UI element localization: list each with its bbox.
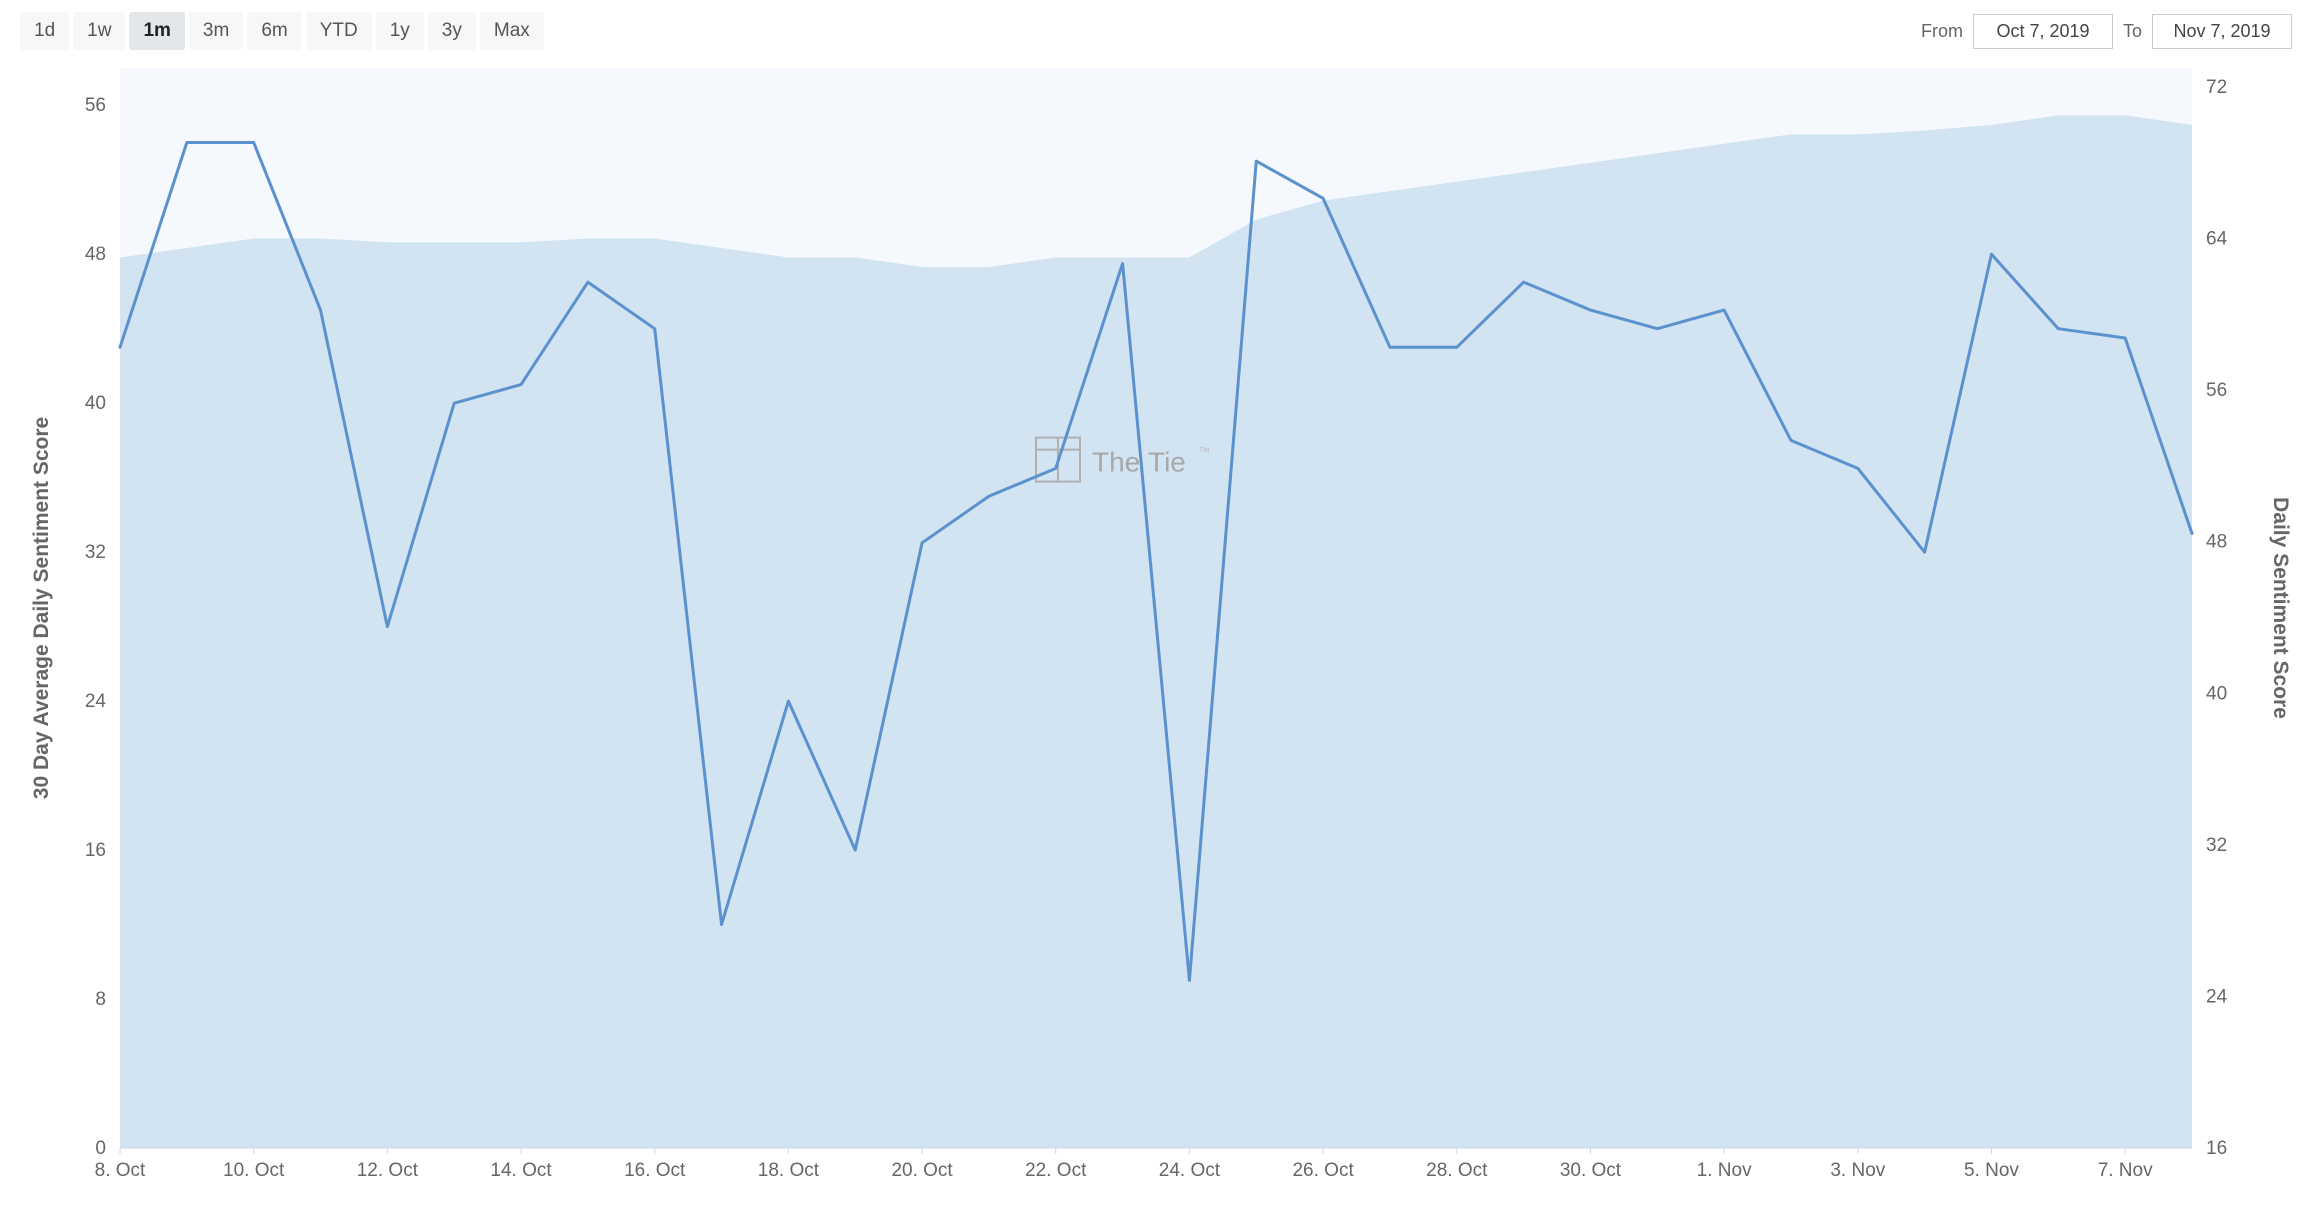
range-ytd[interactable]: YTD (306, 12, 372, 50)
range-3m[interactable]: 3m (189, 12, 243, 50)
svg-text:30. Oct: 30. Oct (1560, 1160, 1622, 1181)
from-date-input[interactable]: Oct 7, 2019 (1973, 14, 2113, 49)
chart-toolbar: 1d1w1m3m6mYTD1y3yMax From Oct 7, 2019 To… (20, 12, 2292, 50)
range-max[interactable]: Max (480, 12, 544, 50)
svg-text:10. Oct: 10. Oct (223, 1160, 285, 1181)
date-range-picker: From Oct 7, 2019 To Nov 7, 2019 (1921, 14, 2292, 49)
from-label: From (1921, 21, 1963, 42)
range-6m[interactable]: 6m (247, 12, 301, 50)
range-1d[interactable]: 1d (20, 12, 69, 50)
svg-text:16: 16 (85, 840, 106, 861)
svg-text:The: The (1092, 447, 1140, 478)
svg-text:48: 48 (2206, 532, 2227, 553)
range-1m[interactable]: 1m (129, 12, 184, 50)
svg-text:8. Oct: 8. Oct (95, 1160, 146, 1181)
svg-text:40: 40 (2206, 683, 2227, 704)
svg-text:0: 0 (95, 1138, 106, 1159)
svg-text:3. Nov: 3. Nov (1830, 1160, 1885, 1181)
svg-text:64: 64 (2206, 229, 2228, 250)
svg-text:32: 32 (2206, 835, 2227, 856)
svg-text:32: 32 (85, 542, 106, 563)
svg-text:Daily Sentiment Score: Daily Sentiment Score (2269, 497, 2292, 719)
svg-text:Tie: Tie (1148, 447, 1186, 478)
svg-text:™: ™ (1198, 445, 1210, 459)
svg-text:16: 16 (2206, 1138, 2227, 1159)
svg-text:56: 56 (2206, 380, 2227, 401)
range-3y[interactable]: 3y (428, 12, 476, 50)
svg-text:14. Oct: 14. Oct (490, 1160, 552, 1181)
to-date-input[interactable]: Nov 7, 2019 (2152, 14, 2292, 49)
range-1y[interactable]: 1y (376, 12, 424, 50)
svg-text:22. Oct: 22. Oct (1025, 1160, 1087, 1181)
sentiment-chart: 0 8 16 24 32 40 48 56 16 24 32 40 48 56 64 72 8. Oct 10. … (20, 58, 2292, 1198)
svg-text:7. Nov: 7. Nov (2098, 1160, 2153, 1181)
svg-text:1. Nov: 1. Nov (1697, 1160, 1752, 1181)
svg-text:24: 24 (2206, 986, 2228, 1007)
svg-text:28. Oct: 28. Oct (1426, 1160, 1488, 1181)
svg-text:16. Oct: 16. Oct (624, 1160, 686, 1181)
svg-text:48: 48 (85, 244, 106, 265)
range-1w[interactable]: 1w (73, 12, 125, 50)
svg-text:72: 72 (2206, 77, 2227, 98)
svg-text:26. Oct: 26. Oct (1292, 1160, 1354, 1181)
svg-text:24. Oct: 24. Oct (1159, 1160, 1221, 1181)
svg-text:24: 24 (85, 691, 107, 712)
svg-text:30 Day Average Daily Sentiment: 30 Day Average Daily Sentiment Score (30, 417, 53, 799)
svg-text:8: 8 (95, 989, 106, 1010)
svg-text:12. Oct: 12. Oct (357, 1160, 419, 1181)
to-label: To (2123, 21, 2142, 42)
svg-text:18. Oct: 18. Oct (758, 1160, 820, 1181)
svg-text:56: 56 (85, 95, 106, 116)
svg-text:5. Nov: 5. Nov (1964, 1160, 2019, 1181)
svg-text:40: 40 (85, 393, 106, 414)
svg-text:20. Oct: 20. Oct (891, 1160, 953, 1181)
range-buttons: 1d1w1m3m6mYTD1y3yMax (20, 12, 548, 50)
